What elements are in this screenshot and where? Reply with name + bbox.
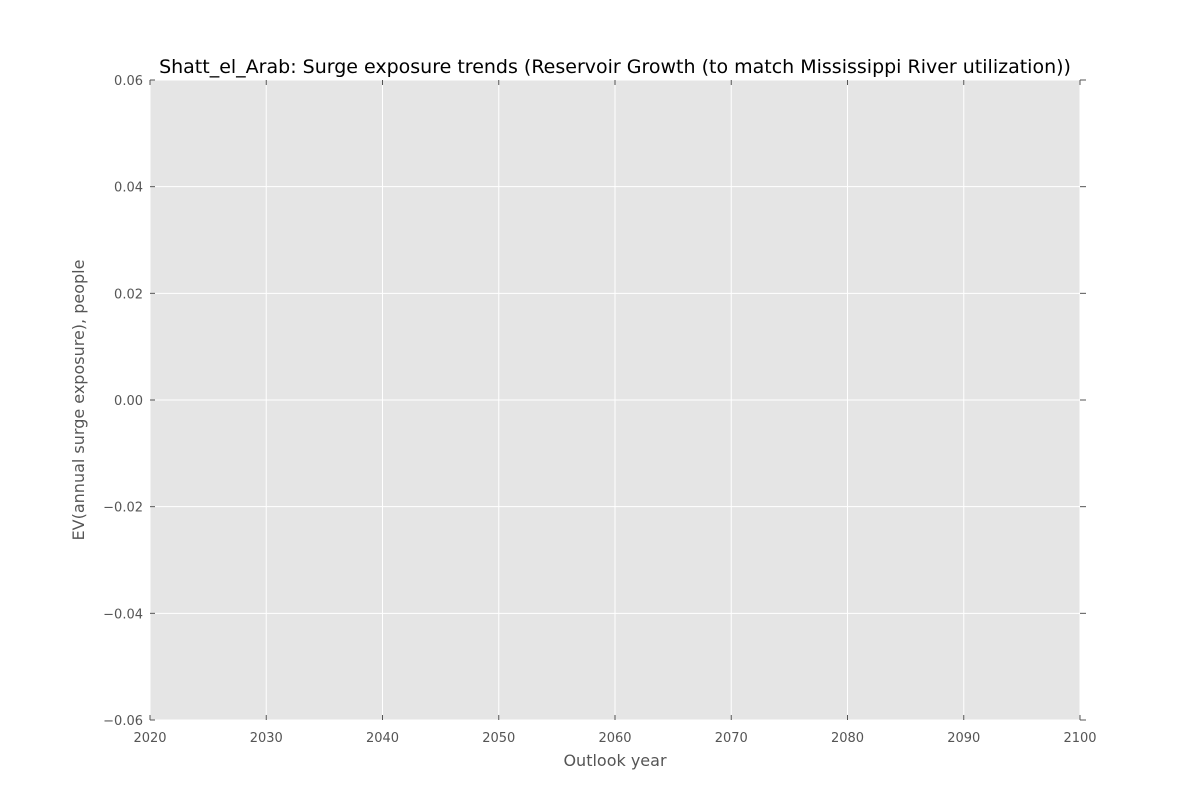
y-tick-label: −0.02 (103, 501, 143, 516)
x-tick-label: 2060 (598, 731, 631, 746)
x-tick-label: 2040 (366, 731, 399, 746)
y-tick-label: 0.02 (114, 287, 143, 302)
x-tick-label: 2070 (715, 731, 748, 746)
x-tick-label: 2080 (831, 731, 864, 746)
axis-ticks (149, 79, 1086, 721)
y-tick-label: 0.04 (114, 181, 143, 196)
x-tick-label: 2020 (133, 731, 166, 746)
chart-title: Shatt_el_Arab: Surge exposure trends (Re… (159, 56, 1071, 78)
x-tick-label: 2090 (947, 731, 980, 746)
x-tick-label: 2050 (482, 731, 515, 746)
y-tick-labels: −0.06 −0.04 −0.02 0.00 0.02 0.04 0.06 (103, 74, 143, 729)
x-tick-label: 2100 (1063, 731, 1096, 746)
x-tick-label: 2030 (250, 731, 283, 746)
y-tick-label: 0.06 (114, 74, 143, 89)
y-tick-label: −0.04 (103, 607, 143, 622)
y-tick-label: −0.06 (103, 714, 143, 729)
x-axis-label: Outlook year (563, 751, 667, 770)
y-axis-label: EV(annual surge exposure), people (69, 260, 88, 541)
y-tick-label: 0.00 (114, 394, 143, 409)
x-tick-labels: 2020 2030 2040 2050 2060 2070 2080 2090 2100 (133, 731, 1096, 746)
